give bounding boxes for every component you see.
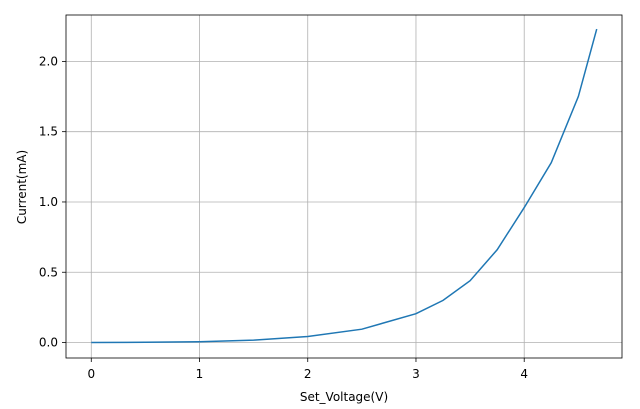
x-tick-label: 1 <box>196 367 204 381</box>
y-tick-label: 0.5 <box>39 265 58 279</box>
plot-frame <box>65 14 623 359</box>
y-tick-label: 0.0 <box>39 336 58 350</box>
y-tick-label: 2.0 <box>39 54 58 68</box>
x-axis-label: Set_Voltage(V) <box>300 390 388 404</box>
y-tick-label: 1.5 <box>39 125 58 139</box>
x-tick-label: 0 <box>87 367 95 381</box>
line <box>91 28 598 344</box>
y-axis-label: Current(mA) <box>15 150 29 224</box>
x-tick-label: 3 <box>412 367 420 381</box>
y-tick-label: 1.0 <box>39 195 58 209</box>
x-tick-label: 2 <box>304 367 312 381</box>
x-tick-label: 4 <box>520 367 528 381</box>
